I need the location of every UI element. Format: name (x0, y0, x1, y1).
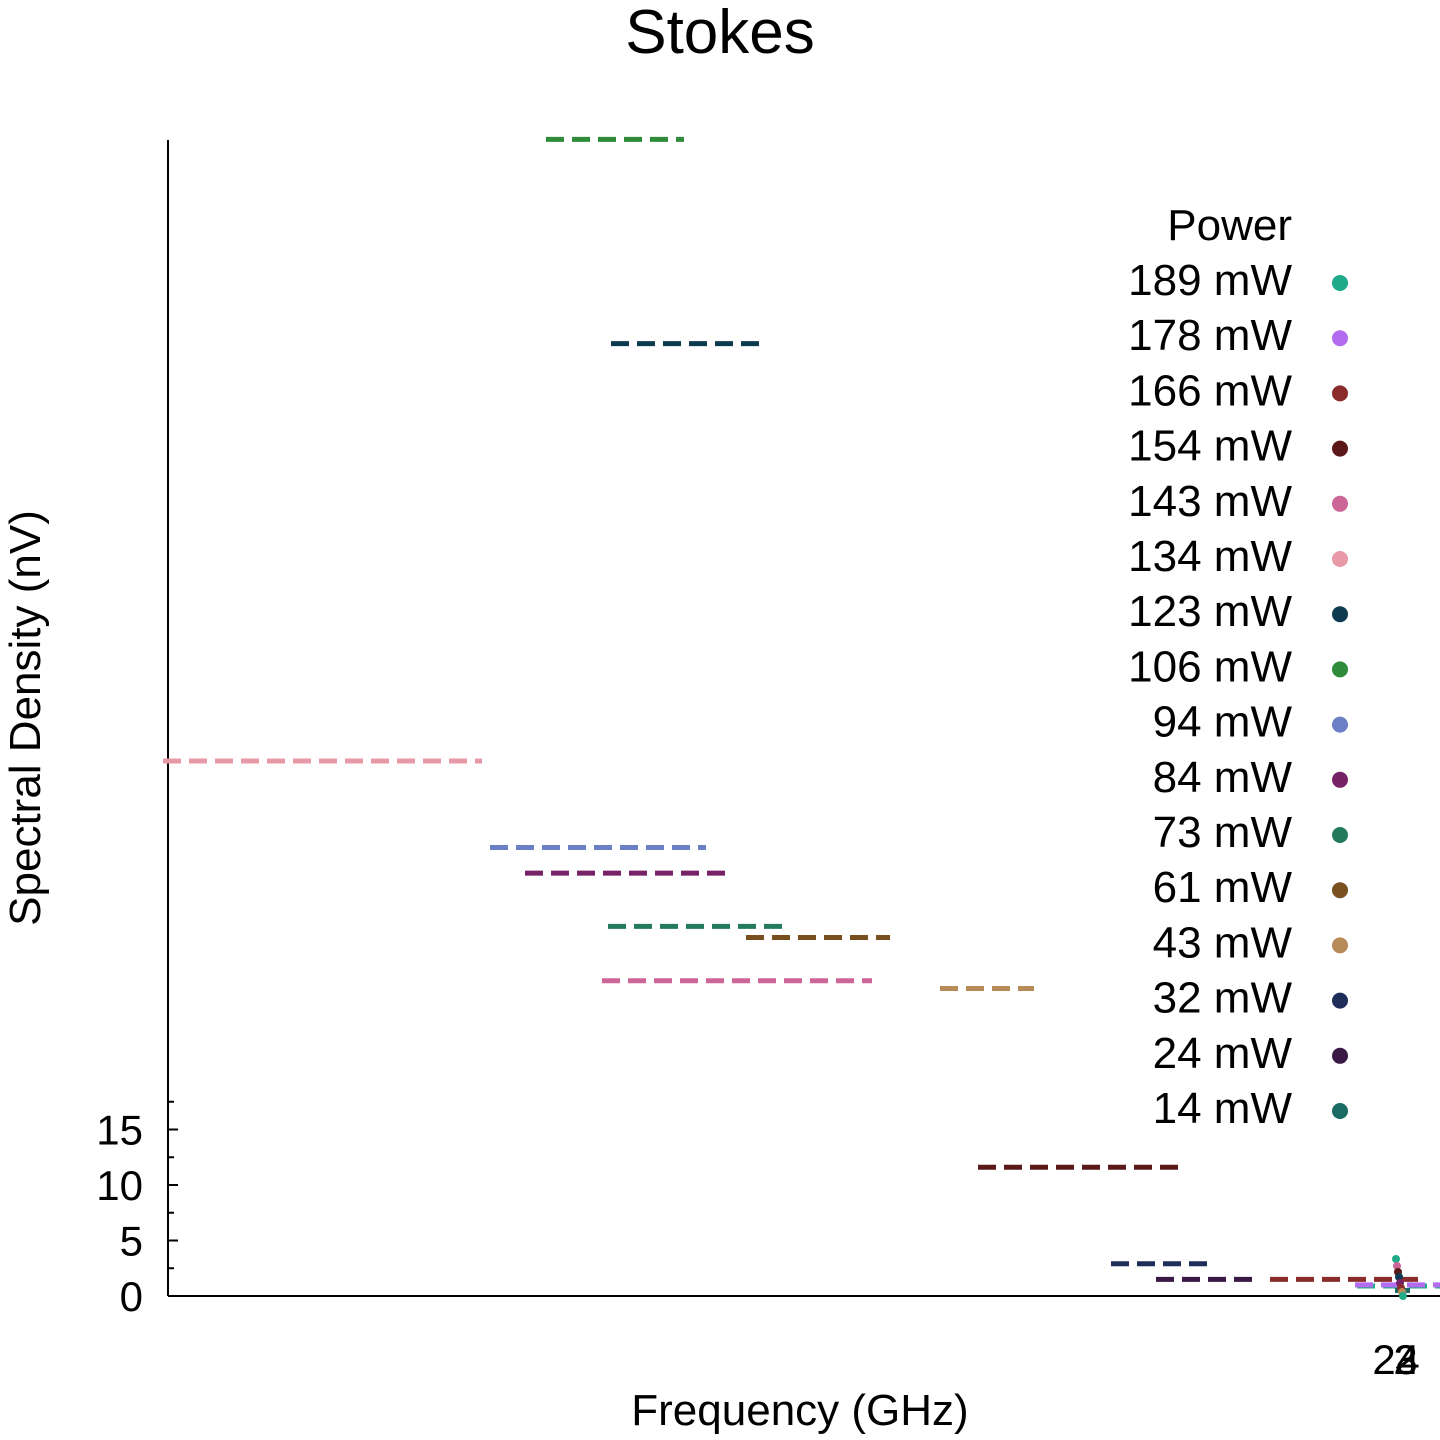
legend-label: 134 mW (1128, 532, 1292, 581)
chart-title: Stokes (625, 0, 815, 67)
legend-marker (1332, 440, 1348, 457)
legend-marker (1332, 1103, 1348, 1119)
x-tick-label: 2 (1372, 1336, 1395, 1383)
legend-label: 32 mW (1153, 974, 1293, 1023)
x-tick-label: 4 (1396, 1336, 1419, 1383)
data-point (1395, 1273, 1403, 1281)
legend-title: Power (1167, 201, 1292, 250)
y-axis-label: Spectral Density (nV) (1, 510, 50, 926)
legend-label: 166 mW (1128, 366, 1292, 415)
legend-label: 73 mW (1153, 808, 1293, 857)
legend-label: 61 mW (1153, 863, 1293, 912)
x-tick-label: 3 (1394, 1336, 1417, 1383)
legend-label: 189 mW (1128, 256, 1292, 305)
legend-marker (1332, 1047, 1348, 1064)
legend-marker (1332, 827, 1348, 843)
legend-marker (1332, 771, 1348, 788)
legend-marker (1332, 937, 1348, 954)
legend-label: 43 mW (1153, 918, 1293, 967)
legend-marker (1332, 275, 1348, 291)
legend-marker (1332, 385, 1348, 402)
legend-label: 84 mW (1153, 753, 1293, 802)
y-tick-label: 5 (120, 1218, 143, 1265)
legend-marker (1332, 606, 1348, 623)
y-ticks: 0 5 10 15 (96, 1100, 178, 1320)
legend-label: 154 mW (1128, 422, 1292, 471)
legend-label: 14 mW (1153, 1084, 1293, 1133)
legend-label: 123 mW (1128, 587, 1292, 636)
x-tick-label: 2 (1393, 1336, 1416, 1383)
legend-marker (1332, 882, 1348, 899)
legend[interactable]: Power 189 mW 178 mW 166 mW 154 mW 143 mW 134 … (1128, 201, 1348, 1133)
legend-label: 106 mW (1128, 642, 1292, 691)
data-point-cluster (1392, 1255, 1407, 1300)
legend-marker (1332, 330, 1348, 347)
y-tick-label: 10 (96, 1162, 143, 1209)
legend-label: 24 mW (1153, 1029, 1293, 1078)
data-point (1392, 1255, 1400, 1263)
legend-marker (1332, 551, 1348, 567)
legend-marker (1332, 661, 1348, 678)
legend-label: 94 mW (1153, 698, 1293, 747)
legend-label: 143 mW (1128, 477, 1292, 526)
y-tick-label: 0 (120, 1273, 143, 1320)
x-axis-label: Frequency (GHz) (631, 1386, 968, 1435)
y-tick-label: 15 (96, 1107, 143, 1154)
legend-marker (1332, 716, 1348, 733)
data-point (1399, 1292, 1407, 1300)
data-point (1393, 1262, 1401, 1270)
legend-label: 178 mW (1128, 311, 1292, 360)
legend-marker (1332, 992, 1348, 1009)
legend-marker (1332, 495, 1348, 512)
